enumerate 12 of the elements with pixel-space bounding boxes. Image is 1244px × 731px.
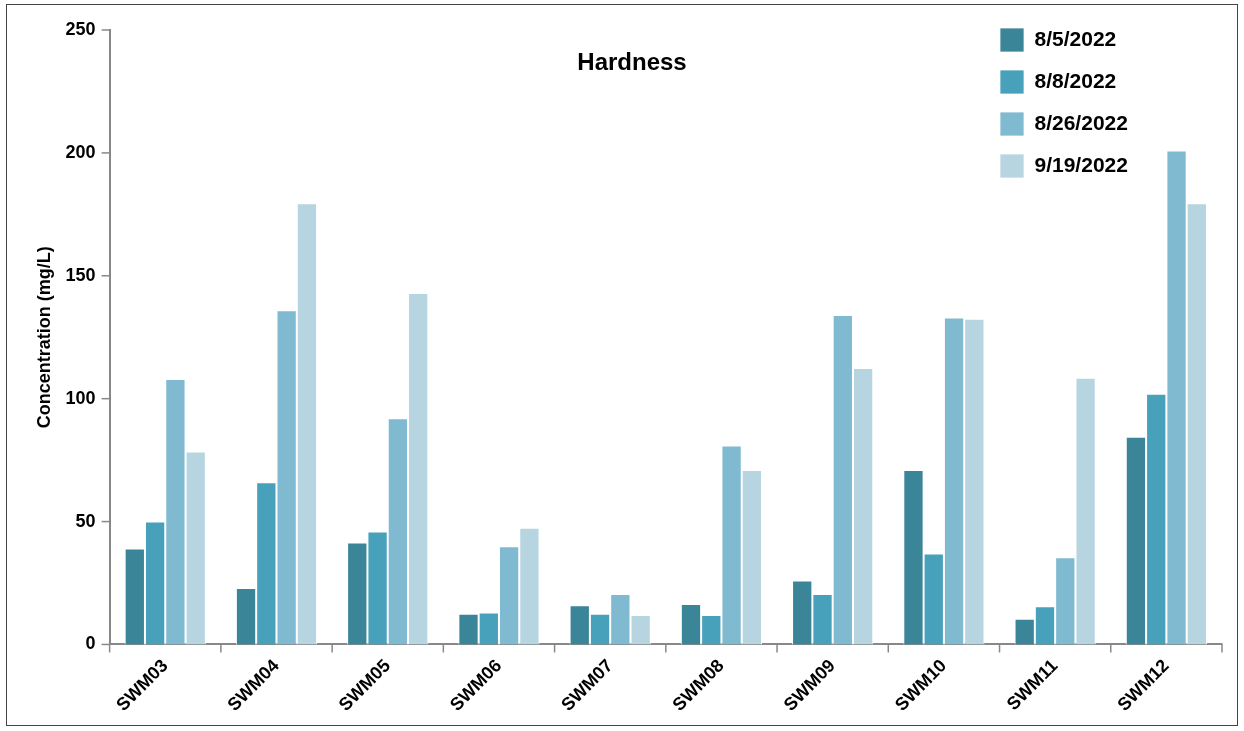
legend-label: 8/8/2022	[1034, 68, 1117, 92]
legend-label: 8/26/2022	[1034, 110, 1128, 134]
legend-label: 8/5/2022	[1034, 26, 1117, 50]
y-tick-label: 0	[85, 633, 96, 654]
y-tick-label: 50	[75, 510, 96, 531]
legend-label: 9/19/2022	[1034, 152, 1128, 176]
text: Hardness	[577, 48, 687, 75]
y-tick-label: 150	[65, 264, 96, 285]
y-axis-title: Concentration (mg/L)	[33, 246, 54, 429]
y-tick-label: 100	[65, 387, 96, 408]
y-tick-label: 200	[65, 141, 96, 162]
y-tick-label: 250	[65, 18, 96, 39]
